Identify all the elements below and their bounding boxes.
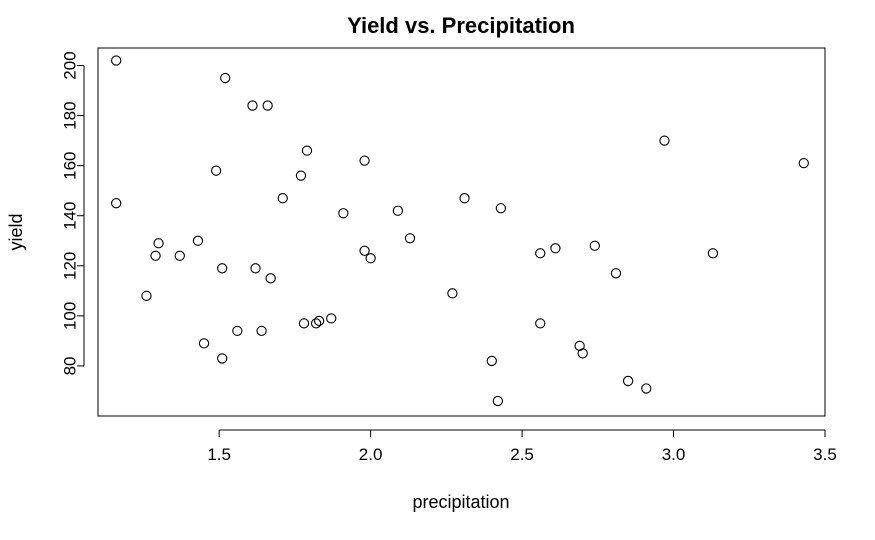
data-point	[577, 348, 588, 359]
data-point	[492, 395, 503, 407]
data-point	[622, 375, 634, 387]
data-point	[111, 198, 122, 209]
data-point	[610, 268, 622, 279]
data-point	[535, 318, 546, 329]
data-point	[217, 353, 228, 364]
data-point	[326, 313, 337, 324]
data-point	[550, 243, 561, 254]
data-point	[192, 235, 204, 246]
data-point	[574, 340, 585, 352]
data-point	[447, 288, 458, 299]
y-axis-title: yield	[6, 213, 26, 250]
data-point	[589, 240, 600, 251]
data-point	[641, 383, 652, 394]
y-tick-label: 140	[61, 202, 80, 230]
x-tick-label: 3.0	[662, 445, 686, 464]
data-point	[659, 135, 670, 146]
plot-frame	[97, 47, 826, 417]
data-point	[250, 263, 261, 274]
data-point	[256, 325, 267, 337]
data-point	[174, 250, 185, 261]
chart-title: Yield vs. Precipitation	[347, 13, 575, 38]
data-point	[198, 338, 210, 349]
y-tick-label: 180	[61, 101, 80, 129]
x-tick-label: 3.5	[813, 445, 837, 464]
y-tick-label: 160	[61, 151, 80, 179]
data-point	[404, 233, 416, 244]
data-point	[298, 318, 310, 329]
data-point	[262, 100, 273, 111]
data-point	[265, 273, 276, 284]
data-point	[359, 155, 370, 166]
data-point	[141, 290, 152, 301]
x-axis: 1.5 2.0 2.5 3.0 3.5	[207, 429, 837, 464]
data-point	[392, 205, 404, 216]
y-tick-label: 100	[61, 302, 80, 330]
data-point	[365, 253, 376, 264]
data-point	[277, 193, 288, 204]
data-point	[232, 325, 243, 337]
data-points	[111, 55, 809, 407]
data-point	[295, 170, 307, 181]
data-point	[220, 72, 231, 84]
y-tick-label: 200	[61, 51, 80, 79]
data-point	[310, 318, 322, 329]
data-point	[301, 145, 313, 156]
data-point	[359, 245, 370, 256]
data-point	[495, 203, 507, 214]
data-point	[313, 315, 325, 327]
y-tick-label: 80	[61, 356, 80, 375]
data-point	[217, 263, 228, 274]
data-point	[111, 55, 122, 66]
x-tick-label: 1.5	[207, 445, 231, 464]
y-tick-label: 120	[61, 252, 80, 280]
y-axis: 80 100 120 140 160 180 200	[61, 51, 85, 375]
data-point	[247, 100, 258, 111]
data-point	[459, 193, 470, 204]
data-point	[535, 248, 546, 259]
data-point	[798, 158, 809, 169]
data-point	[210, 165, 222, 176]
x-tick-label: 2.0	[359, 445, 383, 464]
data-point	[150, 250, 161, 261]
x-axis-title: precipitation	[412, 492, 509, 512]
data-point	[707, 248, 719, 259]
data-point	[486, 355, 497, 367]
data-point	[338, 208, 349, 219]
x-tick-label: 2.5	[510, 445, 534, 464]
data-point	[153, 238, 164, 249]
